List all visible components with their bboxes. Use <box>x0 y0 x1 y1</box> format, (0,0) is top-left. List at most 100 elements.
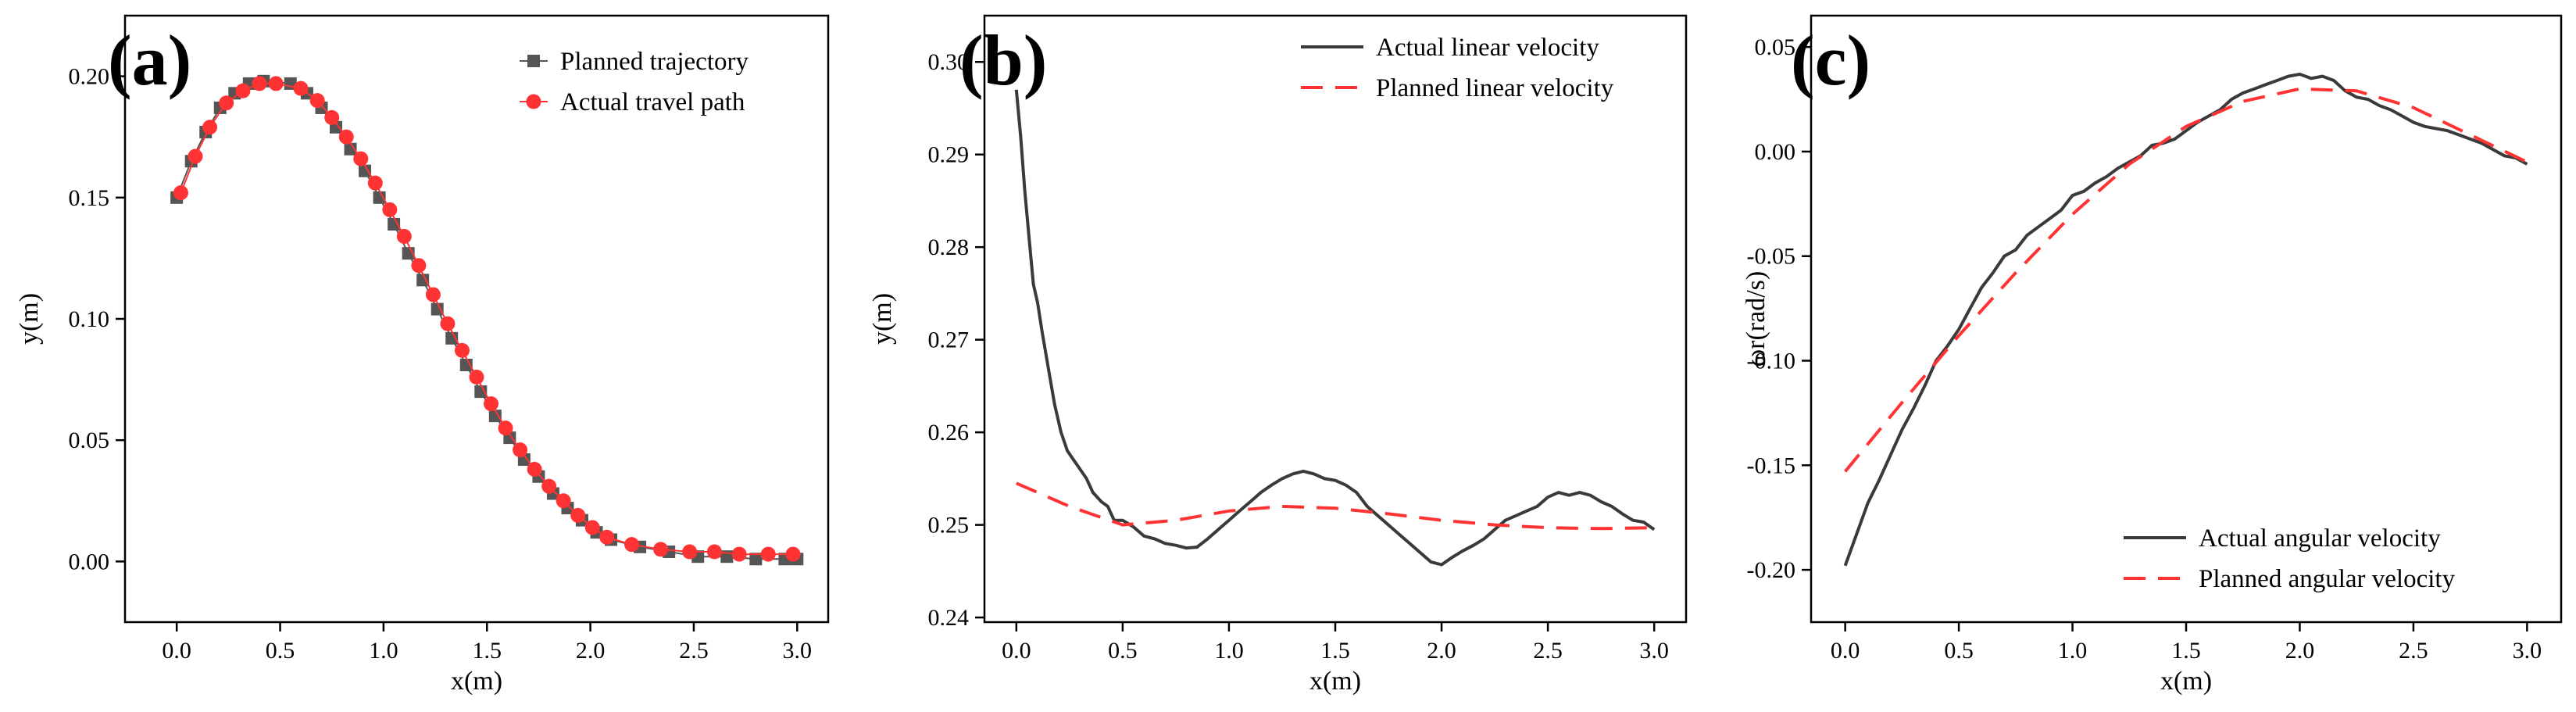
panel-1: 0.0 0.5 1.0 1.5 2.0 2.5 3.0 0.00 0.05 0.10 0.15 0.2… <box>15 14 830 696</box>
x-tick-label: 1.5 <box>472 638 502 664</box>
data-point-circle <box>570 507 586 523</box>
data-point-circle <box>173 185 188 201</box>
data-point-circle <box>293 81 309 96</box>
y-tick-label: 0.30 <box>928 49 970 75</box>
y-tick-label: 0.20 <box>69 64 110 90</box>
y-tick-label: 0.05 <box>1755 34 1796 60</box>
data-point-square <box>388 217 401 231</box>
y-axis-label: y(m) <box>15 293 44 345</box>
data-point-circle <box>252 76 267 91</box>
x-tick-label: 1.0 <box>2058 638 2088 664</box>
x-tick-label: 3.0 <box>783 638 813 664</box>
data-point-circle <box>188 148 203 164</box>
x-tick-label: 1.0 <box>1214 638 1244 664</box>
y-tick-label: 0.28 <box>928 234 970 260</box>
series-group <box>1014 89 1656 567</box>
data-point-circle <box>624 537 640 553</box>
data-point-square <box>749 553 763 566</box>
data-point-circle <box>367 175 383 191</box>
data-point-circle <box>760 546 776 562</box>
x-tick-label: 0.5 <box>1108 638 1138 664</box>
y-tick-label: 0.29 <box>928 142 970 168</box>
x-axis-label: x(m) <box>1309 667 1361 696</box>
data-point-circle <box>425 287 441 302</box>
data-point-circle <box>396 228 412 244</box>
legend-label: Actual linear velocity <box>1376 34 1599 62</box>
legend-marker-circle <box>526 94 541 109</box>
y-axis-label: ωr(rad/s) <box>1742 271 1770 367</box>
y-tick-label: 0.00 <box>69 549 110 574</box>
data-point-circle <box>235 83 251 98</box>
panel-label: (c) <box>1791 20 1870 100</box>
data-point-circle <box>469 369 484 385</box>
data-point-circle <box>353 151 369 166</box>
y-tick-label: 0.00 <box>1755 139 1796 165</box>
x-tick-label: 1.5 <box>1320 638 1350 664</box>
data-point-circle <box>731 546 747 562</box>
legend-label: Actual travel path <box>560 88 745 116</box>
data-point-circle <box>653 542 669 557</box>
y-tick-label: 0.24 <box>928 605 970 631</box>
legend: Actual linear velocity Planned linear vel… <box>1301 34 1614 102</box>
data-point-circle <box>513 442 528 458</box>
y-tick-label: 0.10 <box>69 306 110 332</box>
y-tick-label: -0.05 <box>1747 244 1796 270</box>
data-point-square <box>416 274 430 287</box>
x-tick-label: 2.5 <box>679 638 709 664</box>
data-point-square <box>445 331 459 345</box>
data-point-circle <box>338 129 354 145</box>
y-tick-label: -0.15 <box>1747 453 1796 478</box>
panel-label: (b) <box>959 20 1047 100</box>
x-axis-label: x(m) <box>2160 667 2212 696</box>
data-point-circle <box>454 342 470 358</box>
series-line-1 <box>1014 89 1656 567</box>
data-point-circle <box>556 493 571 509</box>
data-point-square <box>488 410 502 423</box>
x-axis-label: x(m) <box>451 667 502 696</box>
y-tick-label: -0.10 <box>1747 349 1796 374</box>
x-tick-label: 2.0 <box>576 638 606 664</box>
x-tick-label: 1.0 <box>369 638 398 664</box>
plot-frame <box>1810 14 2563 624</box>
y-tick-label: -0.20 <box>1747 557 1796 583</box>
data-point-circle <box>484 396 499 412</box>
y-tick-label: 0.05 <box>69 428 110 453</box>
legend: Actual angular velocity Planned angular v… <box>2124 524 2456 593</box>
series-line-2 <box>180 82 793 556</box>
y-axis-label: y(m) <box>868 293 897 345</box>
series-group <box>1843 72 2528 567</box>
y-tick-label: 0.15 <box>69 185 110 211</box>
data-point-circle <box>785 546 801 562</box>
series-line-1 <box>1843 72 2528 567</box>
data-point-circle <box>599 529 615 545</box>
data-point-circle <box>584 520 600 535</box>
data-point-circle <box>202 120 218 135</box>
x-tick-label: 1.5 <box>2171 638 2201 664</box>
legend-label: Planned angular velocity <box>2199 565 2456 593</box>
x-tick-label: 2.5 <box>2399 638 2428 664</box>
data-point-square <box>431 302 444 316</box>
x-tick-label: 3.0 <box>2513 638 2542 664</box>
y-tick-label: 0.27 <box>928 327 970 353</box>
data-point-circle <box>309 93 325 109</box>
series-line-1 <box>176 80 798 560</box>
legend-label: Planned linear velocity <box>1376 74 1614 102</box>
panel-label: (a) <box>108 20 191 100</box>
data-point-circle <box>219 95 234 111</box>
series-line-2 <box>1016 481 1655 531</box>
legend-label: Actual angular velocity <box>2199 524 2441 553</box>
legend: Planned trajectory Actual travel path <box>520 48 749 116</box>
plot-frame <box>983 14 1688 624</box>
x-tick-label: 0.0 <box>1831 638 1860 664</box>
legend-label: Planned trajectory <box>560 48 749 76</box>
data-point-square <box>344 142 357 156</box>
y-tick-label: 0.26 <box>928 420 970 445</box>
series-group <box>170 74 804 566</box>
x-tick-label: 2.0 <box>1427 638 1456 664</box>
x-tick-label: 2.5 <box>1533 638 1563 664</box>
data-point-circle <box>682 544 698 560</box>
data-point-circle <box>541 478 557 494</box>
x-tick-label: 3.0 <box>1639 638 1669 664</box>
